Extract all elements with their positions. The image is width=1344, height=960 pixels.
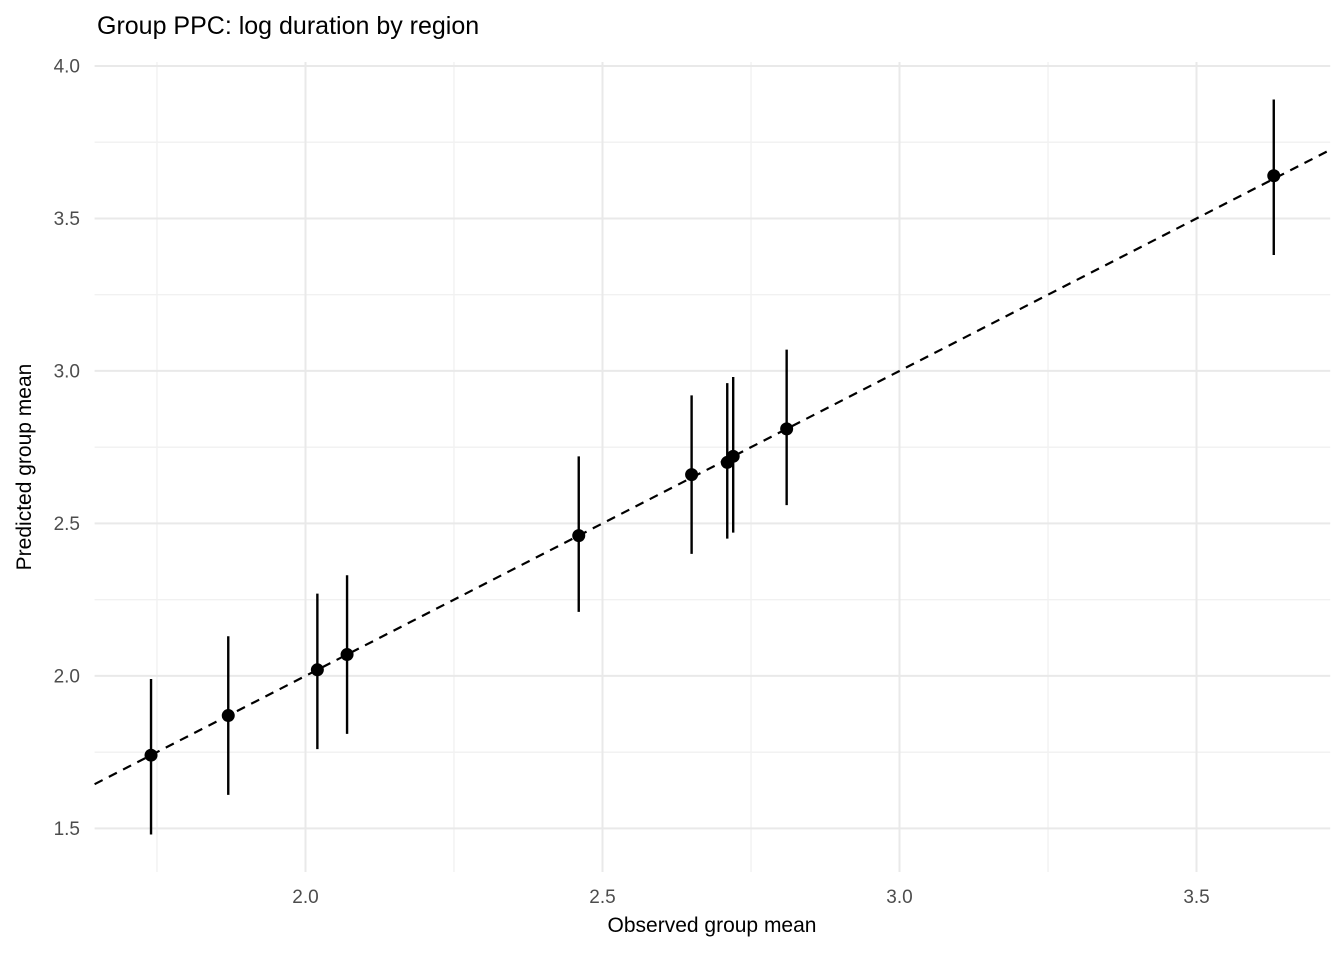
x-tick-label: 2.0 [292,887,318,908]
data-point [726,449,740,463]
chart-title: Group PPC: log duration by region [97,12,480,40]
data-point [310,663,324,677]
x-axis-title: Observed group mean [607,914,817,937]
identity-reference-line [94,148,1331,786]
y-tick-label: 3.0 [54,361,80,382]
y-tick-label: 4.0 [54,56,80,77]
data-point [1267,169,1281,183]
y-tick-label: 1.5 [54,819,80,840]
data-point [685,468,699,482]
y-tick-label: 2.5 [54,514,80,535]
data-point [780,422,794,436]
data-point [221,709,235,723]
x-tick-label: 2.5 [589,887,615,908]
data-point [572,529,586,543]
data-point [144,748,158,762]
data-point [340,648,354,662]
y-tick-label: 3.5 [54,209,80,230]
y-tick-label: 2.0 [54,666,80,687]
x-tick-label: 3.0 [886,887,912,908]
y-axis-title: Predicted group mean [13,363,36,571]
x-tick-label: 3.5 [1183,887,1209,908]
